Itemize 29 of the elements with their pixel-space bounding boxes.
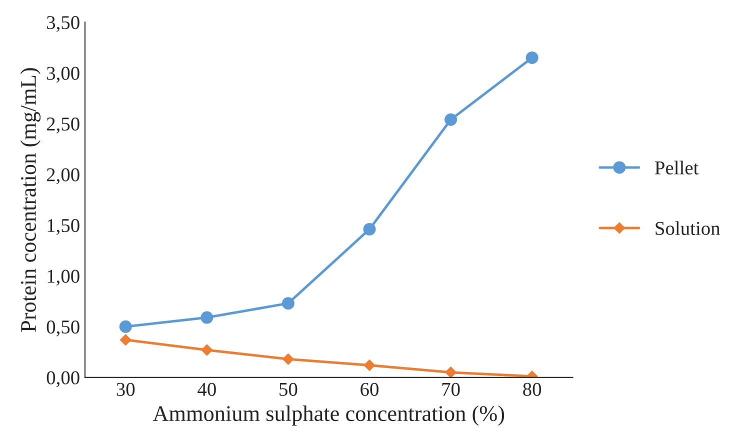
point <box>282 297 294 310</box>
point <box>282 353 294 366</box>
legend-label: Pellet <box>654 160 699 174</box>
y-tick-label: 0,50 <box>46 320 80 336</box>
y-tick-label: 3,00 <box>47 66 80 83</box>
point <box>526 51 538 64</box>
x-tick-label: 80 <box>523 382 542 396</box>
y-axis-title: Protein cocentration (mg/mL) <box>20 68 41 332</box>
x-tick-label: 30 <box>116 382 135 396</box>
x-tick-label: 60 <box>360 382 378 396</box>
y-tick-label: 2,50 <box>46 118 80 134</box>
point <box>119 320 132 333</box>
point <box>364 359 376 372</box>
x-tick-label: 50 <box>280 382 298 396</box>
point <box>444 366 457 378</box>
y-tick-label: 3,50 <box>47 16 80 32</box>
point <box>200 311 214 324</box>
y-tick-label: 2,00 <box>46 168 80 184</box>
legend-label: Solution <box>656 221 720 235</box>
x-tick-label: 70 <box>442 382 460 396</box>
x-tick-label: 40 <box>198 382 216 396</box>
y-tick-label: 0,00 <box>46 371 80 388</box>
point <box>444 113 458 126</box>
point <box>363 222 376 236</box>
x-axis-title: Ammonium sulphate concentration (%) <box>152 405 504 426</box>
point <box>120 334 132 346</box>
y-tick-label: 1,00 <box>48 270 80 286</box>
point <box>201 344 213 356</box>
y-tick-label: 1,50 <box>48 218 80 235</box>
